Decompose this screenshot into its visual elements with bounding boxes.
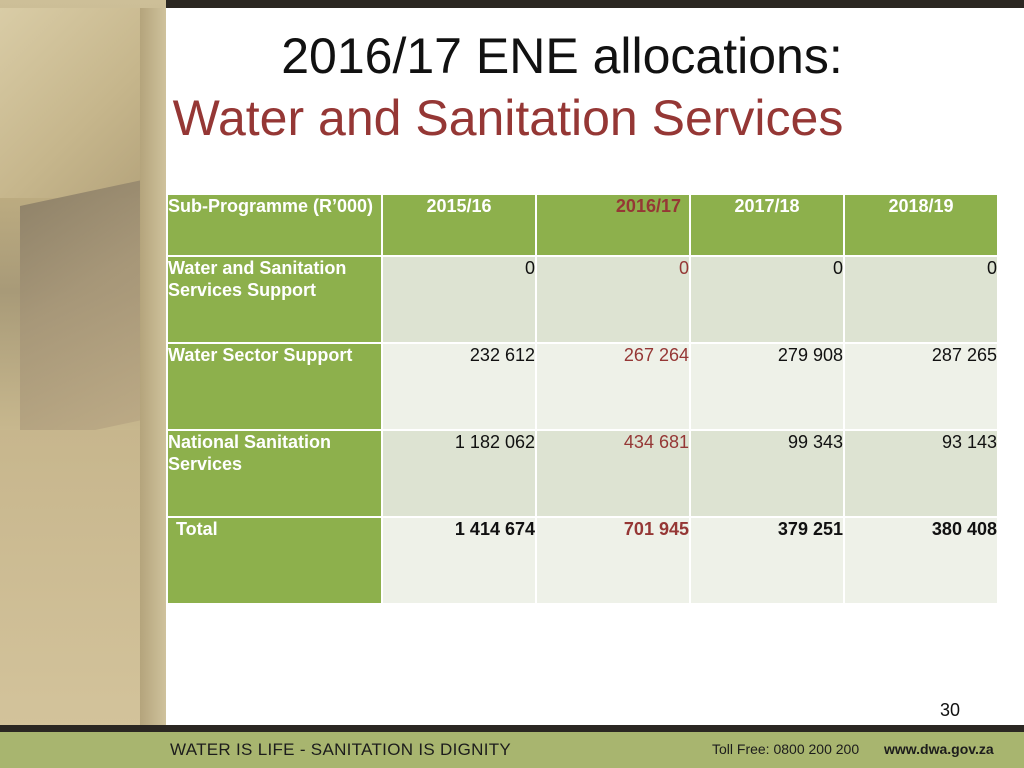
cell-value-highlight: 0	[535, 255, 691, 344]
footer-bar: WATER IS LIFE - SANITATION IS DIGNITY To…	[0, 732, 1024, 768]
header-sub-programme: Sub-Programme (R’000)	[166, 193, 383, 257]
header-year: 2017/18	[689, 193, 845, 257]
table-total-row: Total 1 414 674 701 945 379 251 380 408	[166, 516, 999, 605]
header-year: 2015/16	[381, 193, 537, 257]
cell-value: 0	[843, 255, 999, 344]
page-number: 30	[940, 700, 961, 720]
cell-value: 279 908	[689, 342, 845, 431]
cell-value: 1 182 062	[381, 429, 537, 518]
cell-value: 99 343	[689, 429, 845, 518]
footer-divider	[0, 725, 1024, 732]
cell-value: 0	[381, 255, 537, 344]
cell-value-highlight: 434 681	[535, 429, 691, 518]
row-label: Total	[166, 516, 383, 605]
row-label: Water and Sanitation Services Support	[166, 255, 383, 344]
cell-value: 93 143	[843, 429, 999, 518]
cell-value-highlight: 701 945	[535, 516, 691, 605]
table-row: Water and Sanitation Services Support 0 …	[166, 255, 999, 344]
cell-value: 287 265	[843, 342, 999, 431]
header-year: 2018/19	[843, 193, 999, 257]
cell-value: 232 612	[381, 342, 537, 431]
cell-value: 379 251	[689, 516, 845, 605]
allocations-table: Sub-Programme (R’000) 2015/16 2016/17 20…	[166, 193, 999, 605]
cell-value: 1 414 674	[381, 516, 537, 605]
table-row: Water Sector Support 232 612 267 264 279…	[166, 342, 999, 431]
table-row: National Sanitation Services 1 182 062 4…	[166, 429, 999, 518]
footer-website: www.dwa.gov.za	[884, 741, 994, 757]
row-label: National Sanitation Services	[166, 429, 383, 518]
footer-toll-free: Toll Free: 0800 200 200	[712, 741, 860, 757]
slide-subtitle: Water and Sanitation Services	[172, 90, 844, 146]
cell-value: 380 408	[843, 516, 999, 605]
footer-slogan: WATER IS LIFE - SANITATION IS DIGNITY	[170, 740, 512, 759]
cell-value: 0	[689, 255, 845, 344]
table-header-row: Sub-Programme (R’000) 2015/16 2016/17 20…	[166, 193, 999, 257]
row-label: Water Sector Support	[166, 342, 383, 431]
decorative-side-image	[0, 0, 166, 728]
top-border	[0, 0, 1024, 8]
header-year-highlight: 2016/17	[535, 193, 691, 257]
cell-value-highlight: 267 264	[535, 342, 691, 431]
slide-title: 2016/17 ENE allocations:	[281, 28, 843, 84]
